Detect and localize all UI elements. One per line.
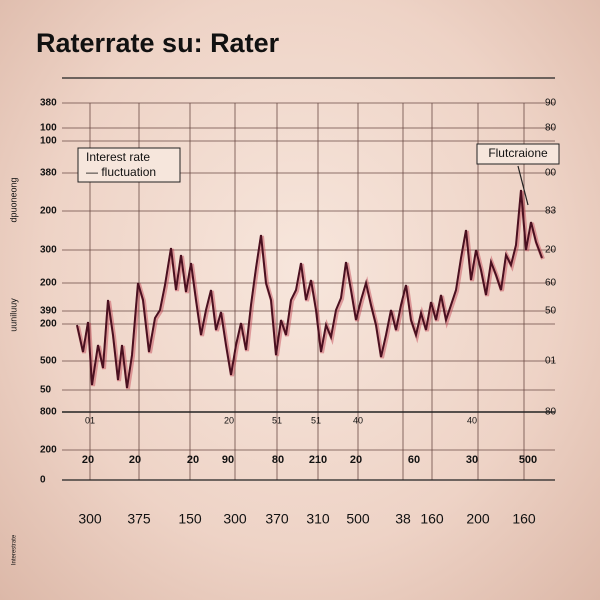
y2-tick-label: 90: [545, 98, 557, 109]
y-tick-label: 100: [40, 123, 57, 134]
y-tick-label: 300: [40, 245, 57, 256]
x-tick-label: 500: [519, 454, 537, 466]
y-tick-label: 100: [40, 136, 57, 147]
y-tick-label: 200: [40, 206, 57, 217]
y-axis-label: uuniluuy: [8, 298, 18, 332]
y-tick-label: 500: [40, 356, 57, 367]
legend-entry: — fluctuation: [86, 165, 156, 179]
y-axis-label: dpuoneong: [8, 177, 18, 222]
x-tick-label: 30: [466, 454, 478, 466]
x-tick-label: 300: [223, 511, 247, 527]
y2-tick-label: 50: [545, 306, 557, 317]
x-tick-label: 500: [346, 511, 370, 527]
x-tick-label: 375: [127, 511, 151, 527]
y-tick-label: 390: [40, 306, 57, 317]
x-tick-label: 210: [309, 454, 327, 466]
y2-tick-label: 60: [545, 278, 557, 289]
x-tick-label: 80: [272, 454, 284, 466]
y-tick-label: 380: [40, 98, 57, 109]
x-tick-label: 90: [222, 454, 234, 466]
footer-note: Interestrate: [12, 534, 18, 565]
x-tick-label: 160: [512, 511, 536, 527]
x-tick-label: 40: [467, 415, 477, 425]
y-tick-label: 800: [40, 407, 57, 418]
y-tick-label: 380: [40, 168, 57, 179]
y-tick-label: 200: [40, 278, 57, 289]
x-tick-label: 20: [350, 454, 362, 466]
y-tick-label: 50: [40, 385, 52, 396]
x-tick-label: 20: [224, 415, 234, 425]
y2-tick-label: 83: [545, 206, 557, 217]
x-tick-label: 200: [466, 511, 490, 527]
x-tick-label: 51: [272, 415, 282, 425]
x-tick-label: 20: [187, 454, 199, 466]
x-tick-label: 60: [408, 454, 420, 466]
y2-tick-label: 01: [545, 356, 557, 367]
x-tick-label: 310: [306, 511, 330, 527]
y-tick-label: 0: [40, 475, 46, 486]
legend-box: [77, 147, 181, 183]
x-tick-label: 01: [85, 415, 95, 425]
line-series: [76, 189, 543, 389]
x-tick-label: 20: [82, 454, 94, 466]
x-tick-label: 51: [311, 415, 321, 425]
x-tick-label: 370: [265, 511, 289, 527]
chart-title: Raterrate su: Rater: [36, 28, 280, 58]
line-shadow: [76, 190, 545, 390]
annotation: Flutcraione: [488, 146, 548, 160]
x-tick-label: 38: [395, 511, 411, 527]
x-tick-label: 150: [178, 511, 202, 527]
y-tick-label: 200: [40, 319, 57, 330]
annotation-arrow: [517, 165, 529, 206]
x-tick-label: 300: [78, 511, 102, 527]
legend-entry: Interest rate: [86, 150, 150, 164]
y2-tick-label: 20: [545, 245, 557, 256]
x-tick-label: 160: [420, 511, 444, 527]
x-tick-label: 20: [129, 454, 141, 466]
annotation-box: [476, 143, 560, 165]
y-tick-label: 200: [40, 445, 57, 456]
y2-tick-label: 00: [545, 168, 557, 179]
x-tick-label: 40: [353, 415, 363, 425]
y2-tick-label: 80: [545, 123, 557, 134]
